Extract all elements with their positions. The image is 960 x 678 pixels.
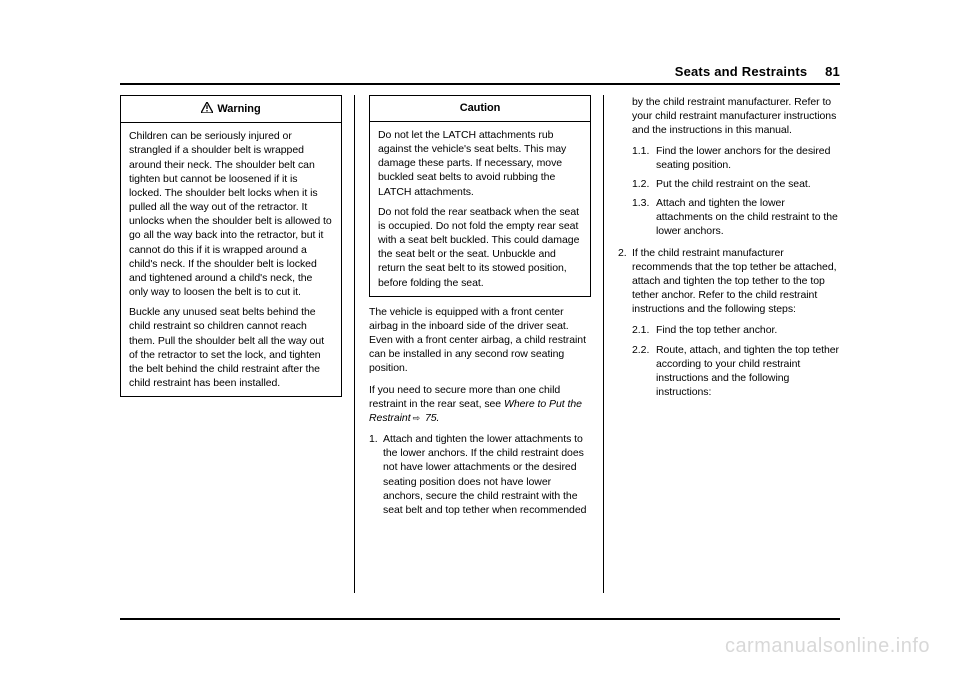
- warning-body: Children can be seriously injured or str…: [121, 123, 341, 396]
- bottom-rule: [120, 618, 840, 620]
- caution-title: Caution: [370, 96, 590, 122]
- xref-icon: ⇨: [413, 412, 421, 424]
- column-2: Caution Do not let the LATCH attachments…: [369, 95, 604, 593]
- col2-p2-ref: 75.: [422, 412, 439, 424]
- warning-title: Warning: [217, 103, 260, 115]
- sub-1-2-text: Put the child restraint on the seat.: [656, 177, 840, 191]
- step-1-cont: by the child restraint manufacturer. Ref…: [618, 95, 840, 138]
- sub-2-2-text: Route, attach, and tighten the top tethe…: [656, 343, 840, 400]
- sub-1-3-text: Attach and tighten the lower attachments…: [656, 196, 840, 239]
- sub-1-3: 1.3.Attach and tighten the lower attachm…: [632, 196, 840, 239]
- page-number: 81: [825, 64, 840, 79]
- warning-icon: [201, 101, 213, 117]
- warning-p1: Children can be seriously injured or str…: [129, 129, 333, 299]
- warning-box: Warning Children can be seriously injure…: [120, 95, 342, 397]
- column-1: Warning Children can be seriously injure…: [120, 95, 355, 593]
- step-1-text: Attach and tighten the lower attachments…: [383, 432, 591, 517]
- substeps-1: 1.1.Find the lower anchors for the desir…: [618, 144, 840, 239]
- warning-p2: Buckle any unused seat belts behind the …: [129, 305, 333, 390]
- sub-1-3-num: 1.3.: [632, 196, 656, 239]
- caution-box: Caution Do not let the LATCH attachments…: [369, 95, 591, 297]
- manual-page: Seats and Restraints 81 Warning Children…: [120, 64, 840, 620]
- sub-2-1: 2.1.Find the top tether anchor.: [632, 323, 840, 337]
- sub-2-2-num: 2.2.: [632, 343, 656, 400]
- step-1-num: 1.: [369, 432, 383, 517]
- sub-1-2-num: 1.2.: [632, 177, 656, 191]
- watermark: carmanualsonline.info: [725, 635, 930, 658]
- col3-list: 2. If the child restraint manufacturer r…: [618, 246, 840, 317]
- column-3: by the child restraint manufacturer. Ref…: [618, 95, 840, 593]
- sub-1-1-num: 1.1.: [632, 144, 656, 172]
- columns: Warning Children can be seriously injure…: [120, 95, 840, 593]
- sub-2-1-num: 2.1.: [632, 323, 656, 337]
- step-1: 1. Attach and tighten the lower attachme…: [369, 432, 591, 517]
- section-title: Seats and Restraints: [675, 64, 808, 79]
- sub-2-1-text: Find the top tether anchor.: [656, 323, 840, 337]
- sub-1-1-text: Find the lower anchors for the desired s…: [656, 144, 840, 172]
- sub-1-2: 1.2.Put the child restraint on the seat.: [632, 177, 840, 191]
- step-2-num: 2.: [618, 246, 632, 317]
- col2-p1: The vehicle is equipped with a front cen…: [369, 305, 591, 376]
- substeps-2: 2.1.Find the top tether anchor. 2.2.Rout…: [618, 323, 840, 399]
- caution-body: Do not let the LATCH attachments rub aga…: [370, 122, 590, 296]
- col2-list: 1. Attach and tighten the lower attachme…: [369, 432, 591, 517]
- sub-1-1: 1.1.Find the lower anchors for the desir…: [632, 144, 840, 172]
- caution-p2: Do not fold the rear seatback when the s…: [378, 205, 582, 290]
- step-2-text: If the child restraint manufacturer reco…: [632, 246, 840, 317]
- caution-p1: Do not let the LATCH attachments rub aga…: [378, 128, 582, 199]
- step-2: 2. If the child restraint manufacturer r…: [618, 246, 840, 317]
- col2-p2: If you need to secure more than one chil…: [369, 383, 591, 426]
- page-header: Seats and Restraints 81: [120, 64, 840, 85]
- sub-2-2: 2.2.Route, attach, and tighten the top t…: [632, 343, 840, 400]
- warning-title-row: Warning: [121, 96, 341, 123]
